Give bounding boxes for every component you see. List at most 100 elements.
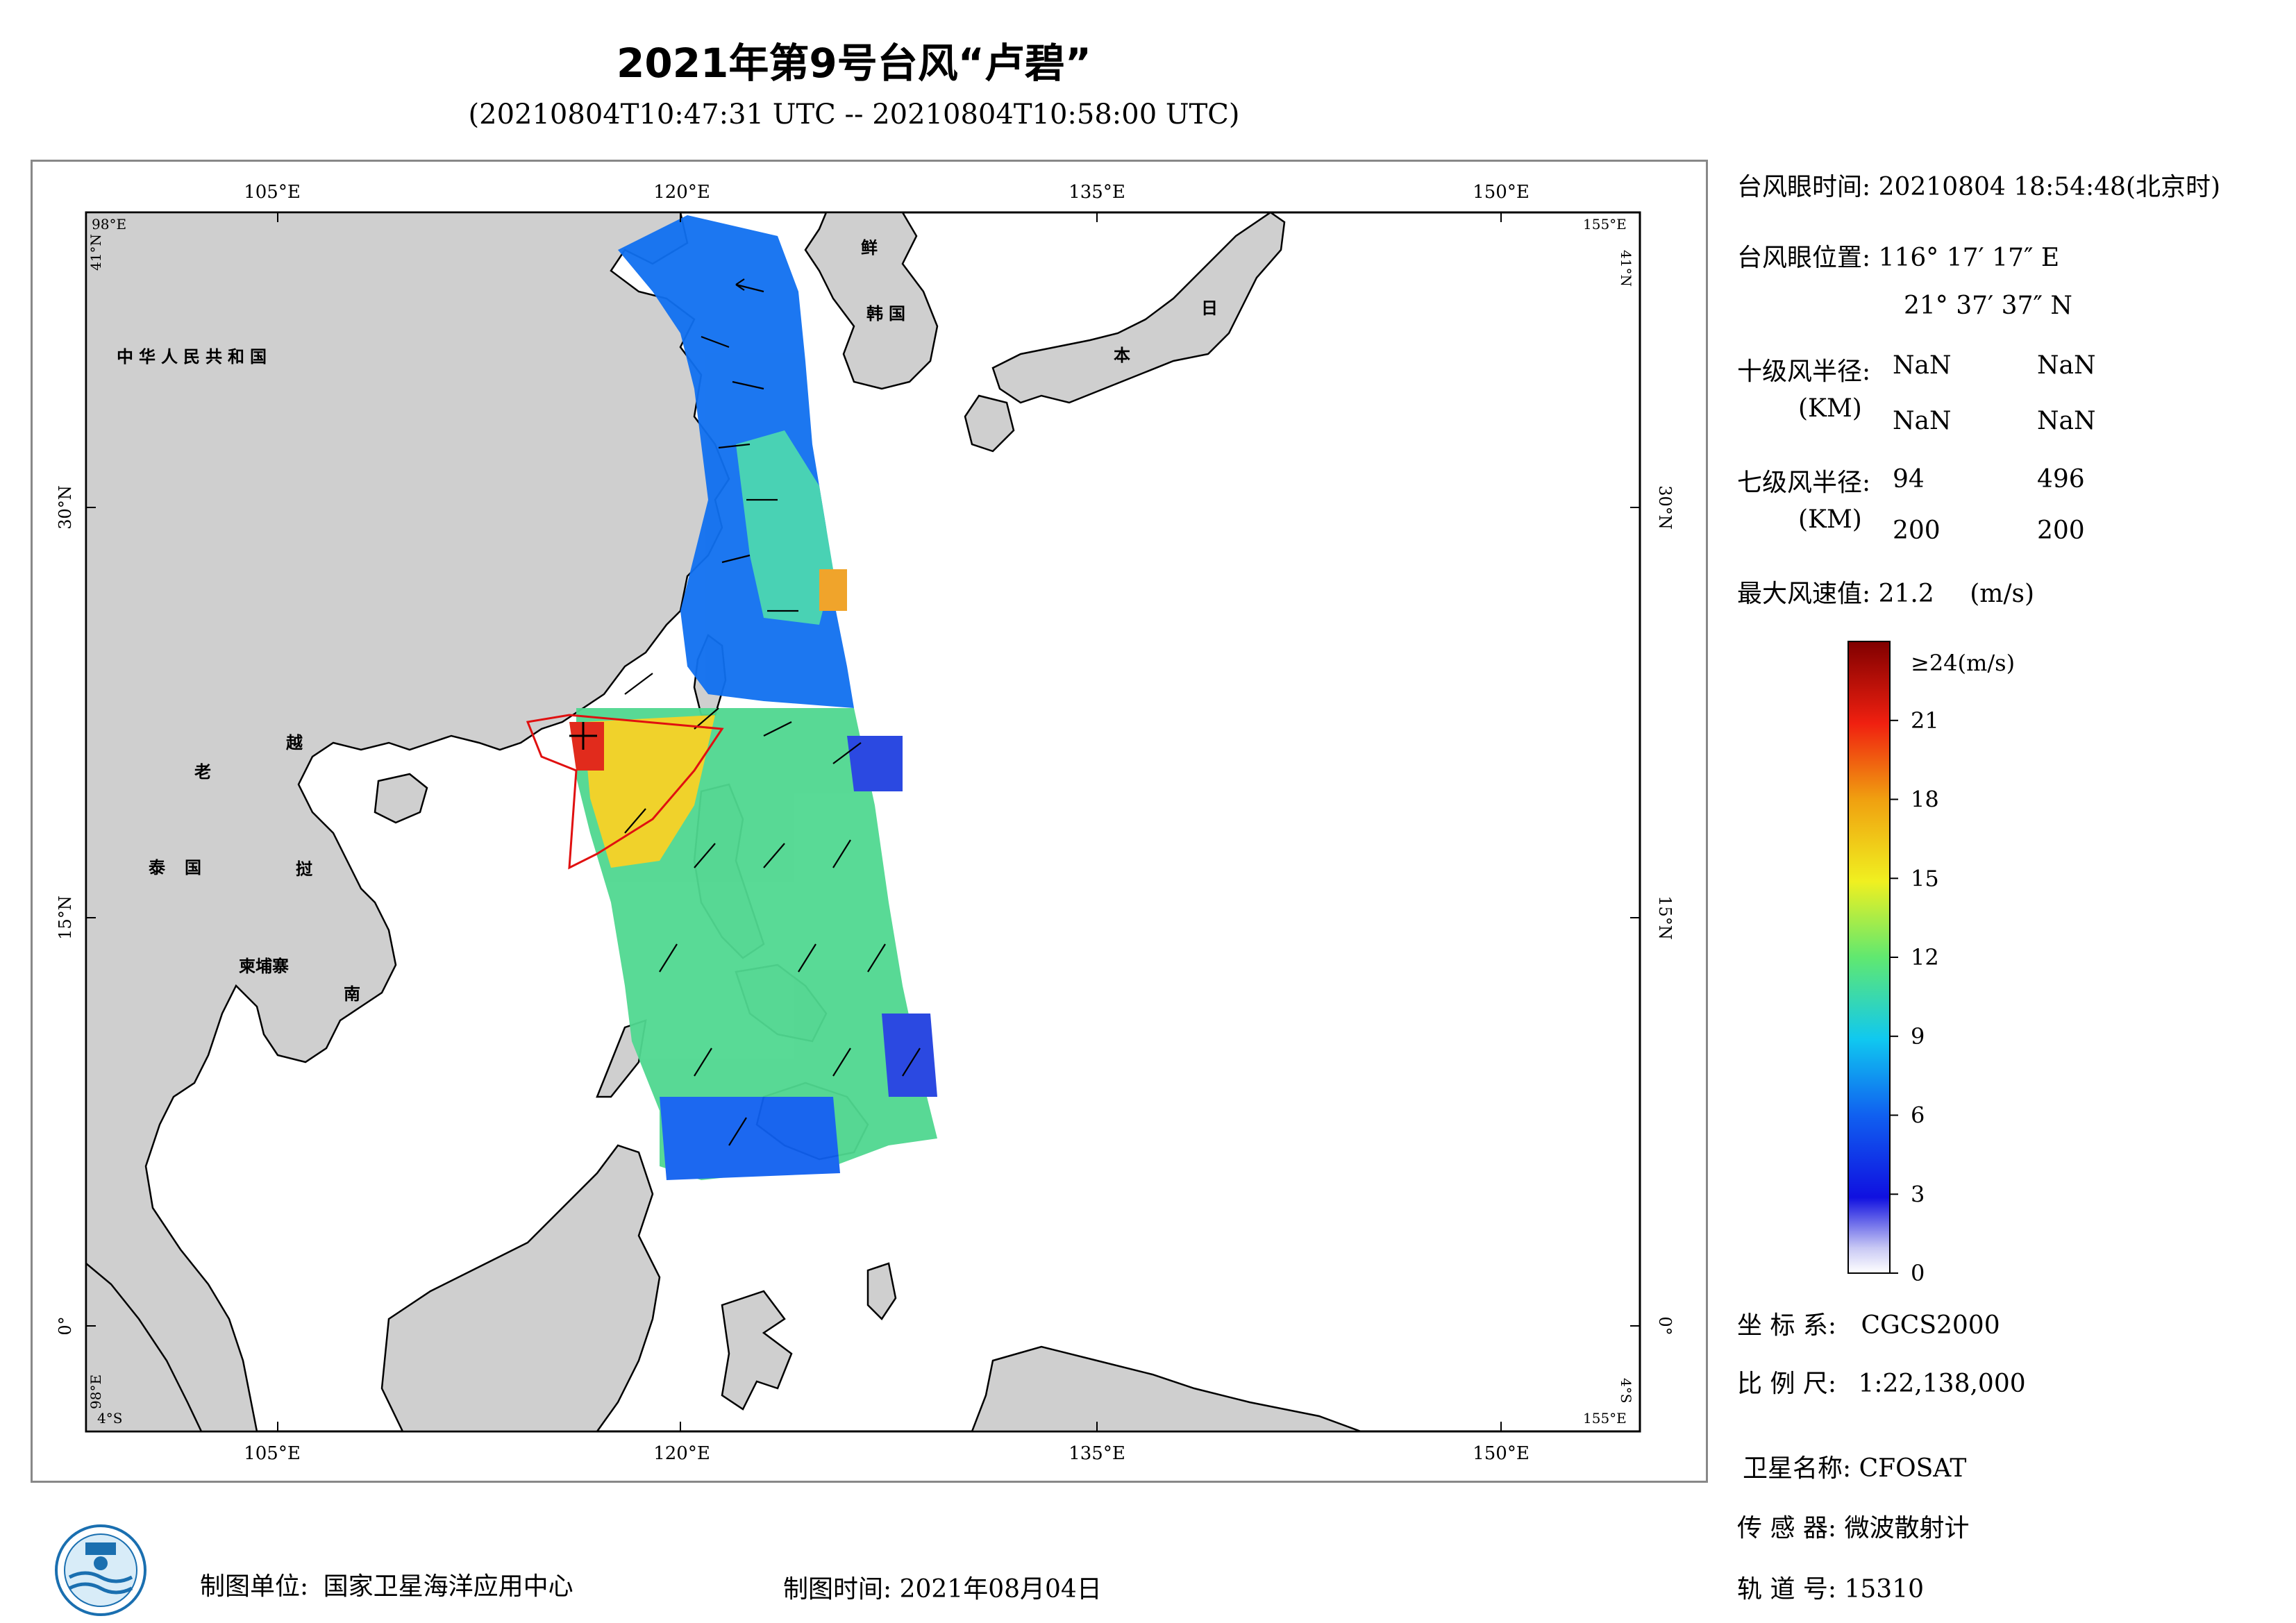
r10-nw: NaN — [2037, 407, 2096, 435]
eye-pos-label: 台风眼位置: — [1737, 244, 1871, 272]
colorbar-top-label: ≥24(m/s) — [1911, 650, 2015, 676]
r10-se: NaN — [2037, 351, 2096, 380]
land-kyushu — [964, 394, 1015, 453]
sat-value: CFOSAT — [1859, 1454, 1967, 1483]
scale-label: 比 例 尺: — [1737, 1370, 1837, 1398]
lat-label-left-15: 15°N — [56, 895, 75, 940]
colorbar-tick-3: 3 — [1911, 1181, 1925, 1207]
swath-east-blue — [847, 736, 903, 791]
map-title: 2021年第9号台风“卢碧” — [616, 40, 1092, 87]
footer-org: 制图单位: 国家卫星海洋应用中心 — [200, 1566, 573, 1602]
colorbar-tick-21: 21 — [1911, 707, 1939, 734]
footer-org-label: 制图单位: — [200, 1572, 309, 1601]
colorbar-tick-18: 18 — [1911, 787, 1939, 813]
colorbar-tick-6: 6 — [1911, 1102, 1925, 1129]
land-china — [86, 212, 730, 1431]
lat-label-left-0: 0° — [56, 1316, 75, 1335]
label-vietnam-1: 越 — [286, 733, 303, 752]
max-wind-unit: (m/s) — [1970, 580, 2035, 608]
corner-bottom-right-lat: 4°S — [1618, 1378, 1634, 1403]
land-sulawesi — [721, 1290, 793, 1411]
orbit-value: 15310 — [1844, 1575, 1925, 1604]
lon-label-top-135: 135°E — [1069, 182, 1125, 203]
wind-swath — [569, 215, 937, 1180]
eye-time-label: 台风眼时间: — [1737, 173, 1871, 201]
swath-se-blue — [882, 1014, 937, 1097]
r10-ne: NaN — [1893, 351, 1952, 380]
scale-value: 1:22,138,000 — [1858, 1370, 2026, 1398]
land-borneo — [380, 1144, 661, 1431]
label-vietnam-2: 南 — [344, 984, 360, 1004]
lon-label-top-120: 120°E — [653, 182, 710, 203]
typhoon-eye-marker — [569, 722, 597, 750]
colorbar — [1847, 641, 1891, 1274]
coord-row: 坐 标 系: CGCS2000 — [1737, 1305, 2000, 1341]
footer-date-label: 制图时间: — [783, 1575, 892, 1604]
label-cambodia: 柬埔寨 — [239, 957, 289, 976]
max-wind-value: 21.2 — [1878, 580, 1934, 608]
coord-label: 坐 标 系: — [1737, 1311, 1837, 1340]
sensor-label: 传 感 器: — [1737, 1514, 1837, 1542]
r7-nw: 200 — [2037, 516, 2085, 545]
label-china: 中华人民共和国 — [117, 347, 272, 367]
eye-pos-row: 台风眼位置: 116° 17′ 17″ E — [1737, 237, 2059, 274]
footer-date-value: 2021年08月04日 — [899, 1575, 1102, 1604]
corner-top-left-lat: 41°N — [87, 234, 104, 271]
label-myanmar: 挝 — [296, 859, 313, 879]
r7-label: 七级风半径: — [1737, 469, 1871, 497]
land-korea — [804, 212, 939, 390]
lon-label-bottom-135: 135°E — [1069, 1443, 1125, 1464]
wind-arrows — [624, 278, 921, 1146]
corner-top-left-lon: 98°E — [92, 216, 126, 233]
land-sumatra — [86, 1262, 203, 1431]
max-wind-label: 最大风速值: — [1737, 580, 1871, 608]
swath-ne-orange — [819, 569, 847, 611]
swath-south-blue — [660, 1097, 840, 1180]
r7-sw: 200 — [1893, 516, 1941, 545]
r7-ne: 94 — [1893, 465, 1925, 494]
label-laos: 老 — [194, 762, 211, 782]
eye-pos-lat: 21° 37′ 37″ N — [1904, 292, 2072, 320]
sensor-value: 微波散射计 — [1844, 1514, 1970, 1542]
land-new-guinea — [971, 1345, 1361, 1431]
colorbar-tick-0: 0 — [1911, 1260, 1925, 1286]
org-logo — [55, 1524, 146, 1616]
lon-label-bottom-120: 120°E — [653, 1443, 710, 1464]
label-north-korea: 鲜 — [861, 238, 878, 258]
eye-time-value: 20210804 18:54:48(北京时) — [1878, 173, 2221, 201]
label-south-korea: 韩国 — [866, 304, 911, 323]
lon-label-top-105: 105°E — [244, 182, 301, 203]
label-thailand: 泰国 — [149, 858, 221, 877]
sat-label: 卫星名称: — [1743, 1454, 1852, 1483]
map-frame — [31, 160, 1708, 1483]
lon-label-bottom-150: 150°E — [1473, 1443, 1530, 1464]
corner-bottom-left-lon: 98°E — [87, 1374, 104, 1409]
corner-top-right-lat: 41°N — [1618, 250, 1634, 287]
lat-label-right-0: 0° — [1655, 1316, 1675, 1335]
colorbar-labels: ≥24(m/s) 21 18 15 12 9 6 3 0 — [1911, 650, 2015, 1286]
lon-label-top-150: 150°E — [1473, 182, 1530, 203]
orbit-label: 轨 道 号: — [1737, 1575, 1837, 1604]
colorbar-tick-12: 12 — [1911, 944, 1939, 970]
colorbar-tick-9: 9 — [1911, 1023, 1925, 1050]
lon-label-bottom-105: 105°E — [244, 1443, 301, 1464]
graticule-ticks — [86, 212, 1640, 1431]
orbit-row: 轨 道 号: 15310 — [1737, 1569, 1924, 1605]
r10-label: 十级风半径: — [1737, 358, 1871, 386]
footer-date: 制图时间: 2021年08月04日 — [783, 1569, 1102, 1605]
colorbar-ticks — [1890, 719, 1898, 1274]
typhoon-radius — [526, 714, 724, 870]
lat-label-right-15: 15°N — [1655, 895, 1675, 940]
label-japan-2: 本 — [1114, 346, 1130, 365]
lat-label-left-30: 30°N — [56, 485, 75, 530]
r10-sw: NaN — [1893, 407, 1952, 435]
label-japan-1: 日 — [1201, 298, 1218, 318]
colorbar-tick-15: 15 — [1911, 865, 1939, 891]
coord-value: CGCS2000 — [1861, 1311, 2000, 1340]
r7-se: 496 — [2037, 465, 2085, 494]
land-hainan — [374, 773, 428, 824]
scale-row: 比 例 尺: 1:22,138,000 — [1737, 1363, 2026, 1399]
eye-time-row: 台风眼时间: 20210804 18:54:48(北京时) — [1737, 167, 2220, 203]
footer-org-value: 国家卫星海洋应用中心 — [323, 1572, 573, 1601]
